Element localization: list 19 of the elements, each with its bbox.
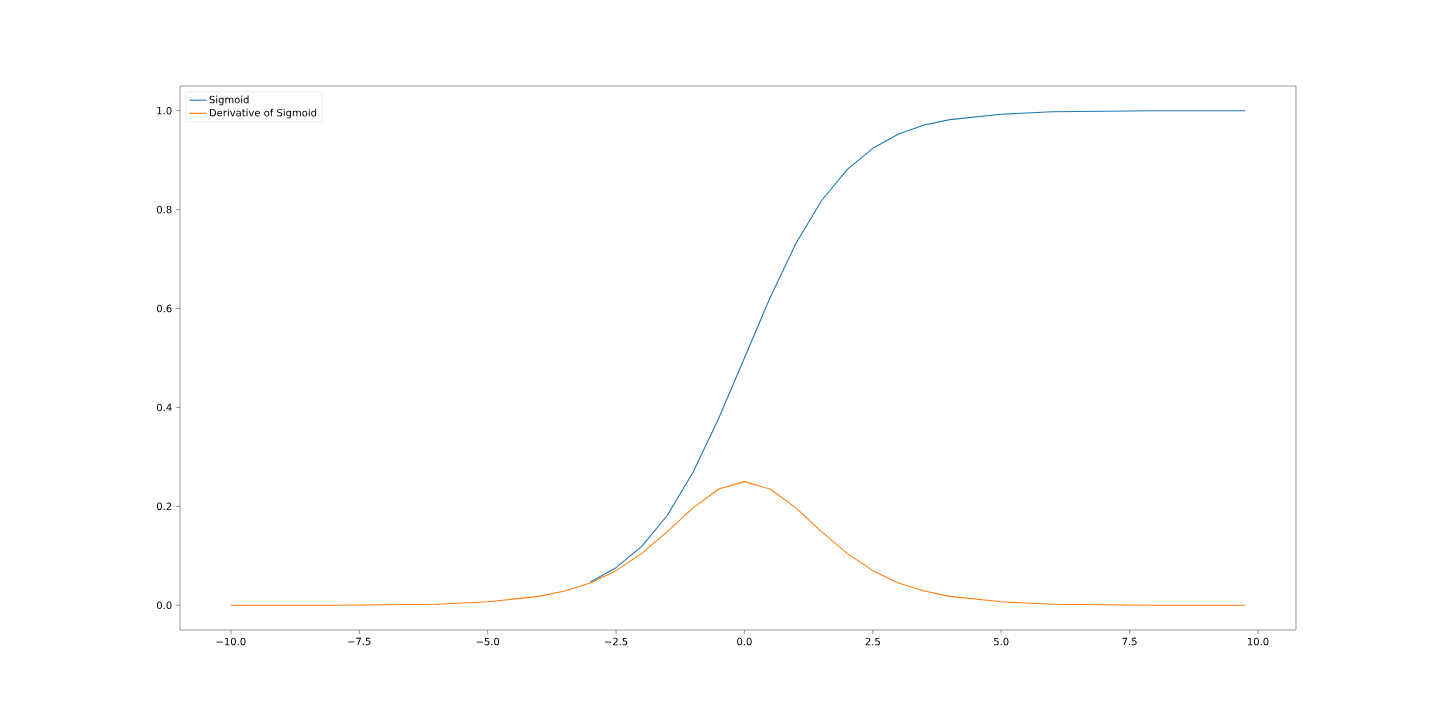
x-tick-label: 0.0: [737, 637, 752, 646]
legend-label: Derivative of Sigmoid: [209, 108, 317, 119]
y-tick-label: 0.8: [156, 205, 172, 214]
x-tick-label: 2.5: [865, 637, 880, 646]
y-tick-label: 0.2: [156, 502, 172, 511]
x-tick-label: 7.5: [1122, 637, 1137, 646]
legend-label: Sigmoid: [209, 95, 249, 106]
x-tick-label: −2.5: [604, 637, 628, 646]
y-tick-label: 0.4: [156, 403, 172, 412]
y-tick-label: 0.0: [156, 601, 172, 610]
x-tick-label: 5.0: [994, 637, 1009, 646]
x-tick-label: −7.5: [348, 637, 371, 646]
y-tick-label: 1.0: [157, 106, 172, 115]
y-tick-label: 0.6: [156, 304, 172, 313]
x-tick-label: 10.0: [1247, 637, 1269, 646]
x-tick-label: −5.0: [476, 637, 500, 646]
line-series: [230, 481, 1246, 606]
x-tick-label: −10.0: [216, 637, 246, 646]
line-series: [589, 110, 1246, 583]
